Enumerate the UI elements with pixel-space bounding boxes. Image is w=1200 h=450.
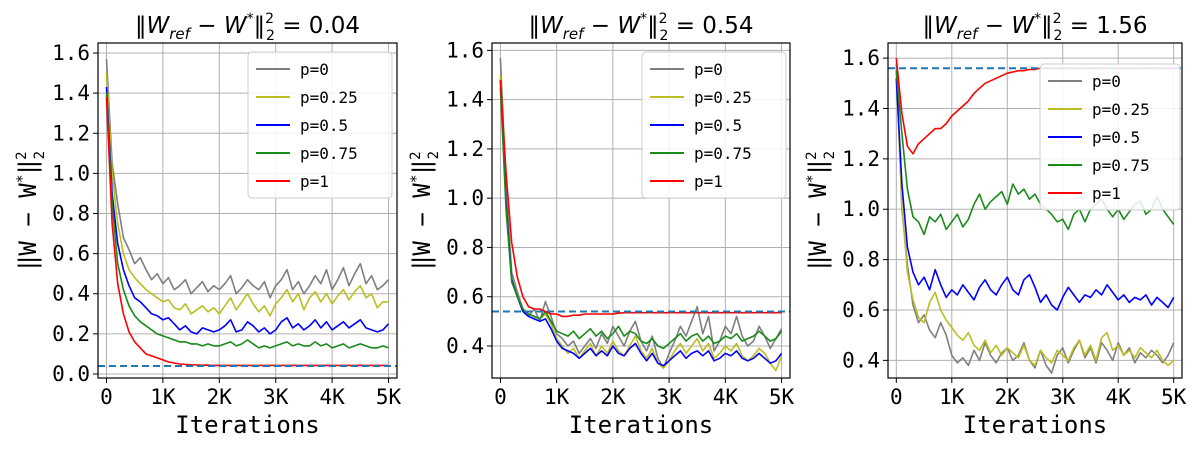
- y-tick-label: 1.2: [842, 147, 880, 171]
- x-tick-label: 4K: [319, 385, 345, 409]
- y-tick-label: 1.4: [842, 96, 880, 120]
- y-tick-label: 1.4: [52, 81, 90, 105]
- x-tick-label: 1K: [544, 385, 570, 409]
- series-line-p=0: [105, 58, 390, 299]
- y-tick-label: 1.0: [842, 197, 880, 221]
- y-tick-label: 0.8: [446, 235, 484, 259]
- x-tick-label: 3K: [263, 385, 289, 409]
- legend-entry: p=0.25: [1092, 100, 1150, 119]
- legend-entry: p=0.5: [694, 116, 742, 135]
- y-tick-label: 0.0: [52, 362, 90, 386]
- legend-entry: p=0: [1092, 72, 1121, 91]
- series-line-p=0.25: [895, 70, 1175, 367]
- legend-entry: p=0.25: [300, 88, 358, 107]
- x-axis-title: Iterations: [175, 411, 320, 439]
- series-line-p=0.25: [499, 74, 783, 372]
- x-tick-label: 2K: [600, 385, 626, 409]
- y-tick-label: 0.6: [842, 298, 880, 322]
- legend-entry: p=0.75: [1092, 156, 1150, 175]
- x-tick-label: 5K: [376, 385, 402, 409]
- y-axis-title: ‖W − W*‖2 2: [407, 151, 442, 270]
- legend-entry: p=0.5: [300, 116, 348, 135]
- legend: p=0 p=0.25 p=0.5 p=0.75 p=1: [247, 51, 393, 199]
- x-tick-label: 5K: [769, 385, 795, 409]
- x-axis-title: Iterations: [569, 411, 714, 439]
- y-tick-label: 0.8: [842, 248, 880, 272]
- legend-box: [247, 51, 393, 199]
- x-tick-label: 1K: [150, 385, 176, 409]
- series-line-p=0.5: [105, 87, 390, 335]
- chart-panel-3: 0 1K 2K 3K 4K 5K 0.4 0.6 0.8 1.0 1.2 1.4 1.6 Iteratio…: [803, 11, 1187, 439]
- legend: p=0 p=0.25 p=0.5 p=0.75 p=1: [641, 51, 787, 199]
- y-tick-label: 0.4: [842, 348, 880, 372]
- x-tick-label: 3K: [1050, 385, 1076, 409]
- chart-panel-1: 0 1K 2K 3K 4K 5K 0.0 0.2 0.4 0.6 0.8 1.0 1.2 1.4 1.6 It…: [13, 11, 402, 439]
- x-tick-label: 0: [494, 385, 507, 409]
- y-tick-label: 0.6: [446, 285, 484, 309]
- series-line-p=0.75: [895, 70, 1175, 236]
- y-tick-label: 1.6: [446, 38, 484, 62]
- legend-entry: p=0.5: [1092, 128, 1140, 147]
- y-tick-label: 1.2: [446, 137, 484, 161]
- y-tick-label: 1.0: [52, 161, 90, 185]
- legend: p=0 p=0.25 p=0.5 p=0.75 p=1: [1039, 63, 1181, 211]
- legend-entry: p=0: [300, 60, 329, 79]
- y-tick-label: 0.6: [52, 242, 90, 266]
- y-tick-label: 0.4: [446, 334, 484, 358]
- plot-frame: [887, 42, 1183, 379]
- x-tick-label: 1K: [939, 385, 965, 409]
- x-tick-label: 0: [100, 385, 113, 409]
- legend-entry: p=0: [694, 60, 723, 79]
- legend-entry: p=1: [300, 172, 329, 191]
- y-tick-label: 1.6: [52, 41, 90, 65]
- legend-entry: p=0.25: [694, 88, 752, 107]
- x-tick-label: 4K: [1106, 385, 1132, 409]
- x-tick-label: 5K: [1161, 385, 1187, 409]
- panel-title: ‖Wref − W*‖2 2 = 1.56: [922, 11, 1147, 44]
- x-axis-title: Iterations: [963, 411, 1108, 439]
- x-tick-label: 3K: [656, 385, 682, 409]
- series-line-p=0.5: [499, 79, 783, 367]
- panel-title: ‖Wref − W*‖2 2 = 0.04: [135, 11, 360, 44]
- series-line-p=0.75: [499, 87, 783, 350]
- legend-entry: p=0.75: [300, 144, 358, 163]
- x-tick-label: 2K: [207, 385, 233, 409]
- chart-panel-2: 0 1K 2K 3K 4K 5K 0.4 0.6 0.8 1.0 1.2 1.4 1.6 Iteratio…: [407, 11, 795, 439]
- legend-entry: p=1: [1092, 184, 1121, 203]
- panel-title: ‖Wref − W*‖2 2 = 0.54: [528, 11, 753, 44]
- y-tick-label: 1.6: [842, 46, 880, 70]
- legend-entry: p=1: [694, 172, 723, 191]
- y-tick-label: 1.2: [52, 121, 90, 145]
- x-tick-label: 2K: [995, 385, 1021, 409]
- y-tick-label: 0.8: [52, 202, 90, 226]
- series-line-p=0: [895, 63, 1175, 374]
- y-tick-label: 0.2: [52, 322, 90, 346]
- legend-box: [641, 51, 787, 199]
- series-line-p=0.75: [105, 93, 389, 349]
- series-line-p=0.5: [895, 78, 1175, 311]
- series-line-p=0.25: [105, 73, 389, 317]
- legend-entry: p=0.75: [694, 144, 752, 163]
- y-tick-label: 0.4: [52, 282, 90, 306]
- y-tick-label: 1.0: [446, 186, 484, 210]
- legend-box: [1039, 63, 1181, 211]
- plot-frame: [97, 42, 398, 379]
- x-tick-label: 0: [890, 385, 903, 409]
- plot-frame: [491, 42, 791, 379]
- y-axis-title: ‖W − W*‖2 2: [13, 151, 48, 270]
- y-tick-label: 1.4: [446, 88, 484, 112]
- y-axis-title: ‖W − W*‖2 2: [803, 151, 838, 270]
- x-tick-label: 4K: [713, 385, 739, 409]
